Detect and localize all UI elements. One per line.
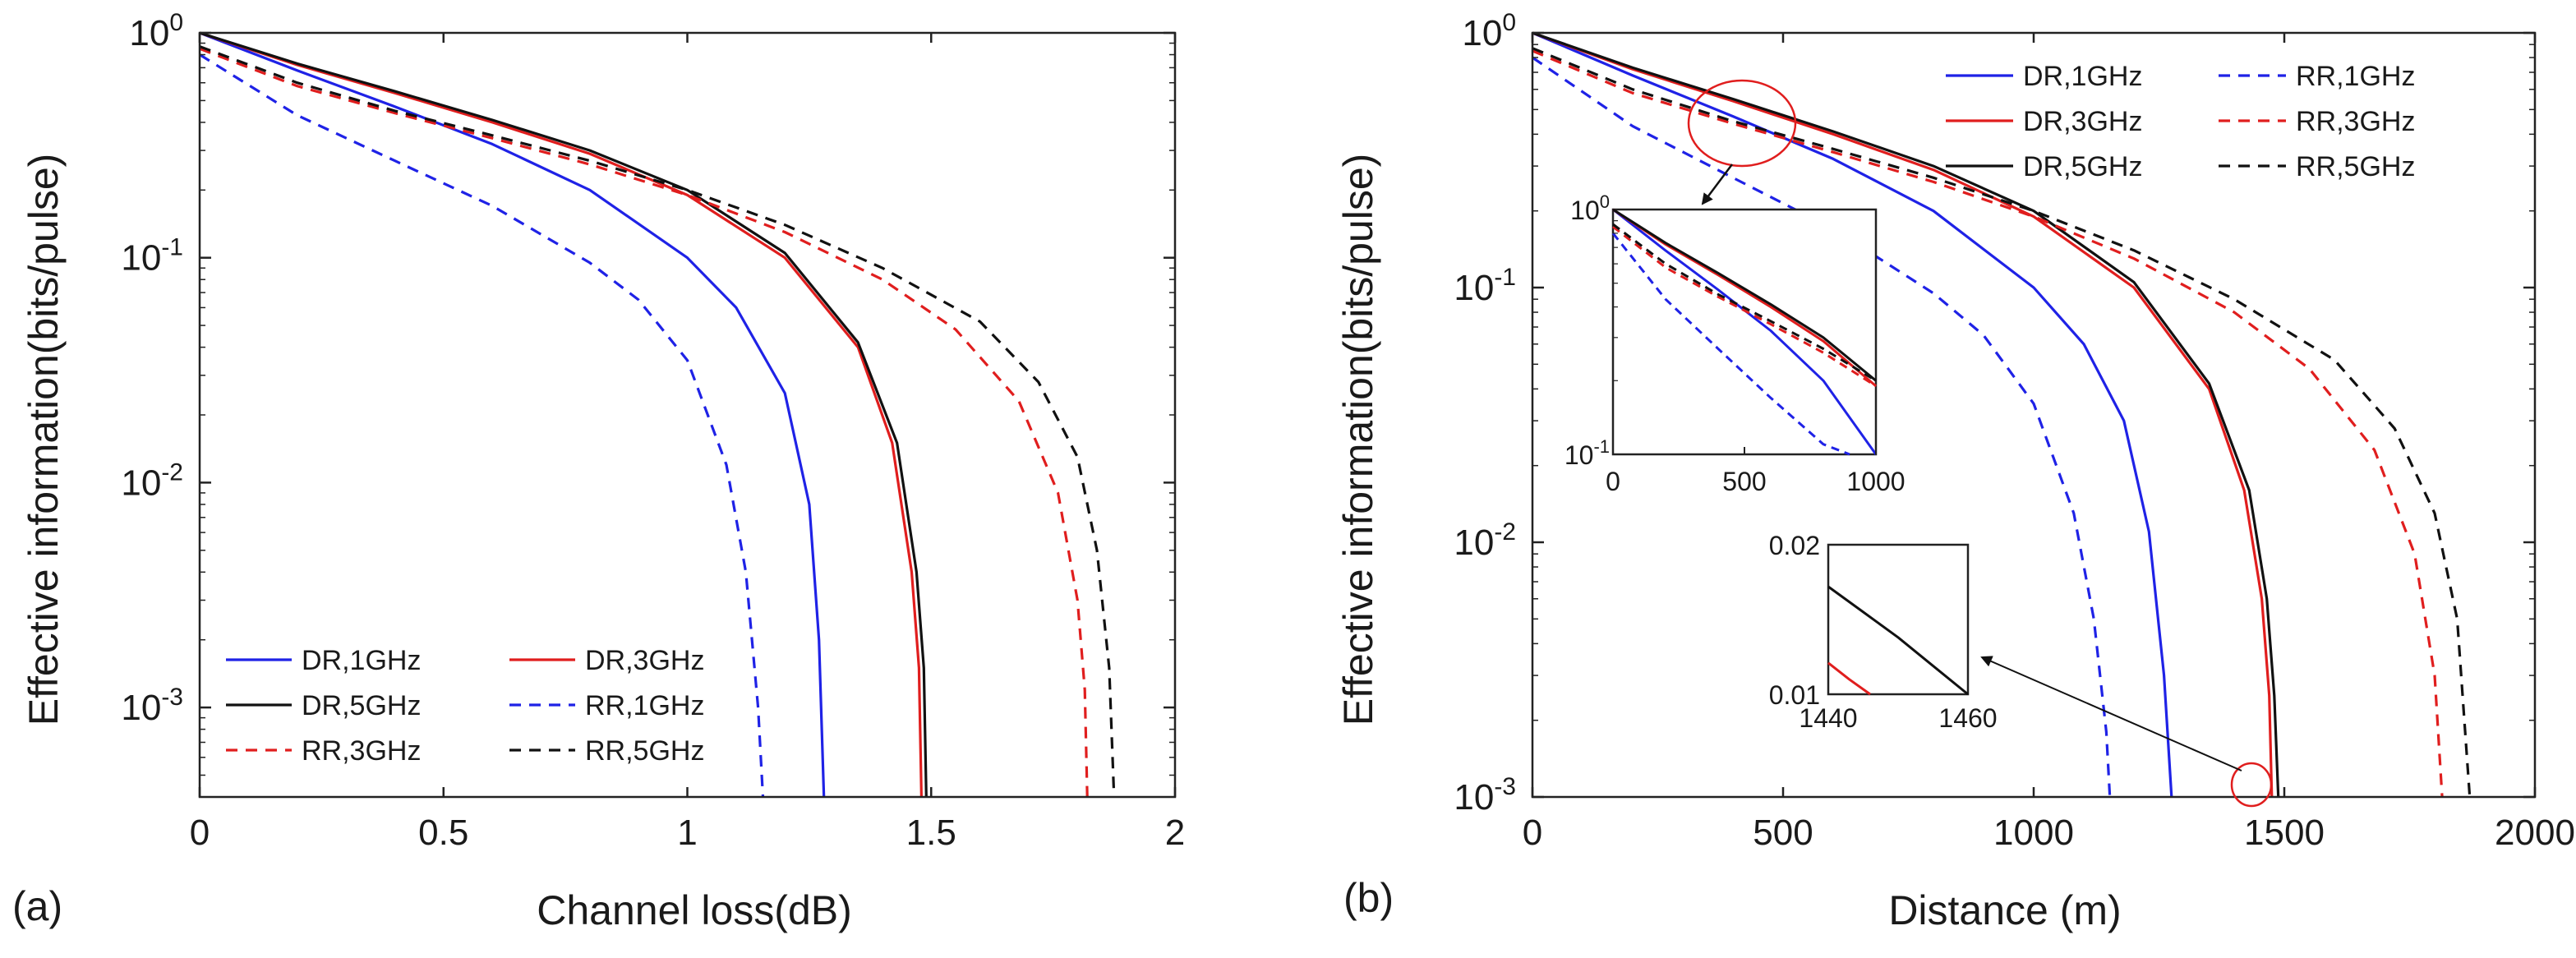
panel-b-dr-5ghz-line [1532,31,2280,798]
inset-top-y-tick-label: 10-1 [1564,436,1610,470]
panel-b-annotations [1687,79,2273,808]
panel-b-legend-label: RR,1GHz [2296,61,2415,92]
panel-b-y-tick-label: 10-3 [1454,773,1516,818]
panel-a-rr-3ghz-line [199,47,1089,798]
panel-b-legend-label: DR,5GHz [2023,151,2142,182]
panel-a-x-tick-label: 0 [190,813,210,853]
panel-a-legend-label: DR,5GHz [302,690,421,721]
panel-a-legend-label: RR,1GHz [585,690,704,721]
panel-b-y-tick-label: 10-1 [1454,264,1516,308]
inset-bottom-dr-3ghz-line [1827,661,1871,696]
panel-a-dr-1ghz-line [199,31,826,798]
panel-b-legend-label: RR,5GHz [2296,151,2415,182]
panel-b-x-tick-label: 500 [1753,813,1813,853]
panel-b-x-tick-label: 1000 [1993,813,2074,853]
panel-a-axes: 0 0.5 1 1.5 2 100 10-1 10-2 10-3 [121,9,1185,853]
panel-a-label: (a) [12,883,62,929]
panel-b-x-label: Distance (m) [1888,887,2121,933]
panel-b-inset-zoom-bottom: 1440 1460 0.02 0.01 [1769,531,1998,733]
inset-top-rr-3ghz-line [1612,225,1877,388]
panel-b-label: (b) [1343,875,1394,921]
panel-a-rr-5ghz-line [199,45,1116,798]
panel-a-y-tick-label: 10-3 [121,684,183,728]
panel-a-legend-label: RR,3GHz [302,735,421,767]
panel-b-x-tick-label: 0 [1523,813,1542,853]
inset-top-x-tick-label: 1000 [1846,467,1905,496]
panel-b-rr-1ghz-line [1532,56,2112,798]
panel-a-dr-5ghz-line [199,31,928,798]
panel-b-rr-3ghz-line [1532,49,2444,798]
inset-bottom-x-tick-label: 1460 [1938,703,1997,733]
panel-b-inset-zoom-top: 0 500 1000 100 10-1 [1564,191,1906,496]
panel-b-series [1532,31,2472,798]
inset-top-x-tick-label: 0 [1606,467,1620,496]
panel-a-y-label: Effective information(bits/pulse) [21,154,67,726]
panel-a-rr-1ghz-line [199,53,765,798]
inset-bottom-y-tick-label: 0.01 [1769,680,1820,710]
panel-a-x-label: Channel loss(dB) [537,887,852,933]
inset-top-y-tick-label: 100 [1570,191,1610,225]
panel-b-legend-label: DR,3GHz [2023,106,2142,137]
panel-a-dr-3ghz-line [199,31,923,798]
inset-top-rr-1ghz-line [1611,232,1850,456]
panel-b-y-tick-label: 10-2 [1454,518,1516,563]
panel-a-y-tick-label: 100 [129,9,183,53]
panel-b-x-tick-label: 2000 [2495,813,2575,853]
panel-a-legend-label: RR,5GHz [585,735,704,767]
panel-a-x-tick-label: 1.5 [906,813,956,853]
inset-bottom-x-tick-label: 1440 [1799,703,1857,733]
panel-b-legend-label: RR,3GHz [2296,106,2415,137]
inset-bottom-y-tick-label: 0.02 [1769,531,1820,560]
inset-top-frame [1611,208,1878,456]
panel-b-legend: DR,1GHz RR,1GHz DR,3GHz RR,3GHz DR,5GHz RR,5G… [1946,61,2415,182]
panel-a-y-tick-label: 10-1 [121,234,183,279]
panel-b-chart: Effective information(bits/pulse) Distan… [1335,9,2575,933]
inset-top-rr-5ghz-line [1612,223,1877,382]
inset-bottom-frame [1827,543,1970,696]
zoom-circle-bottom [2230,762,2273,808]
inset-top-dr-5ghz-line [1612,208,1877,382]
panel-a-x-tick-label: 2 [1165,813,1185,853]
panel-a-legend-label: DR,1GHz [302,645,421,676]
panel-b-y-label: Effective information(bits/pulse) [1335,154,1381,726]
panel-a-plot-frame [198,31,1177,799]
panel-a-legend: DR,1GHz DR,3GHz DR,5GHz RR,1GHz RR,3GHz RR,5G… [226,645,704,767]
panel-a-y-tick-label: 10-2 [121,458,183,503]
zoom-circle-top [1687,79,1797,168]
panel-a-x-tick-label: 0.5 [418,813,468,853]
panel-b-y-tick-label: 100 [1462,9,1516,53]
zoom-arrow-top [1701,164,1733,205]
panel-a-series [199,31,1116,798]
panel-b-x-tick-label: 1500 [2244,813,2325,853]
inset-bottom-dr-5ghz-line [1827,585,1969,696]
panel-b-dr-3ghz-line [1532,31,2274,798]
panel-b-rr-5ghz-line [1532,47,2472,798]
panel-a-x-tick-label: 1 [677,813,697,853]
zoom-arrow-bottom [1980,656,2242,771]
panel-a-legend-label: DR,3GHz [585,645,704,676]
inset-top-x-tick-label: 500 [1722,467,1766,496]
panel-b-legend-label: DR,1GHz [2023,61,2142,92]
panel-b-dr-1ghz-line [1532,31,2173,798]
panel-a-chart: Effective information(bits/pulse) Channe… [12,9,1185,933]
